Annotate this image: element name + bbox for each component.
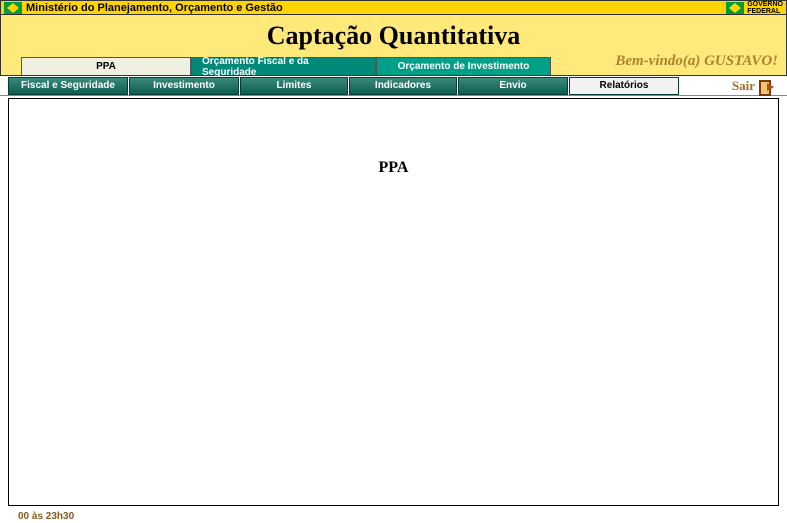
logout-button[interactable]: Sair [732,78,787,94]
brazil-flag-icon [726,2,744,14]
gov-line1: GOVERNO [747,1,783,8]
subtab-investimento[interactable]: Investimento [129,77,239,95]
logout-label: Sair [732,78,755,94]
page-title: Captação Quantitativa [1,19,786,57]
subtab-limites[interactable]: Limites [240,77,348,95]
subtab-indicadores[interactable]: Indicadores [349,77,457,95]
subtab-envio[interactable]: Envio [458,77,568,95]
ministry-label: Ministério do Planejamento, Orçamento e … [26,2,283,14]
ministry-top-bar: Ministério do Planejamento, Orçamento e … [0,0,787,15]
header-band: Captação Quantitativa Bem-vindo(a) GUSTA… [0,15,787,76]
welcome-message: Bem-vindo(a) GUSTAVO! [615,53,778,70]
status-time: 00 às 23h30 [18,511,74,522]
exit-icon [759,78,777,94]
gov-federal-block: GOVERNO FEDERAL [726,1,783,15]
brazil-flag-icon [4,2,22,14]
subtab-relatorios[interactable]: Relatórios [569,77,679,95]
content-frame: PPA [8,98,779,506]
subtab-fiscal-seguridade[interactable]: Fiscal e Seguridade [8,77,128,95]
ministry-left: Ministério do Planejamento, Orçamento e … [4,2,283,14]
secondary-tabs-bar: Fiscal e Seguridade Investimento Limites… [0,76,787,96]
gov-text: GOVERNO FEDERAL [747,1,783,15]
tab-ppa[interactable]: PPA [21,57,191,75]
gov-line2: FEDERAL [747,8,783,15]
tab-orcamento-investimento[interactable]: Orçamento de Investimento [376,57,551,75]
content-heading: PPA [9,159,778,177]
tab-orcamento-fiscal[interactable]: Orçamento Fiscal e da Seguridade [191,57,376,75]
